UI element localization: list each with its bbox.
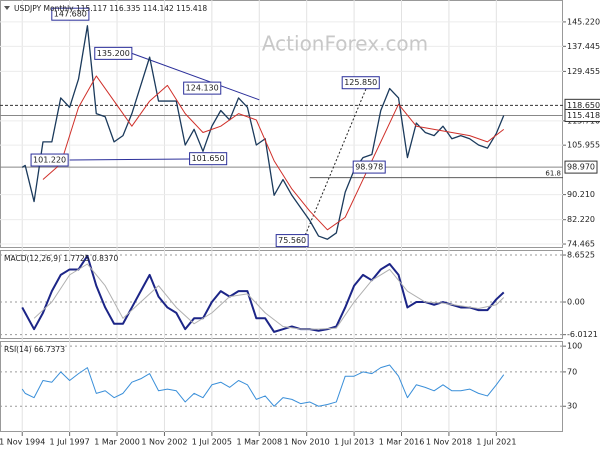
x-tick-label: 1 Nov 1994 <box>0 438 45 447</box>
x-tick-label: 1 Mar 2008 <box>236 438 282 447</box>
level-text: 118.650 <box>567 101 600 110</box>
annotation-box <box>275 234 309 248</box>
x-tick-label: 1 Jul 1997 <box>50 438 90 447</box>
x-tick-label: 1 Nov 2002 <box>141 438 187 447</box>
level-text: 98.970 <box>567 163 595 172</box>
annotation-text: 135.200 <box>97 49 130 58</box>
y-tick-label: 70 <box>567 367 577 376</box>
annotation-text: 124.130 <box>186 84 219 93</box>
trendline <box>301 85 368 243</box>
annotation-text: 125.850 <box>344 78 377 87</box>
x-tick-label: 1 Nov 2018 <box>426 438 472 447</box>
y-tick-label: 129.455 <box>567 67 600 76</box>
annotation-box <box>51 7 90 21</box>
panel-title: USDJPY Monthly 115.117 116.335 114.142 1… <box>14 4 207 13</box>
fib-label: 61.8 <box>545 170 561 178</box>
menu-icon <box>4 6 10 10</box>
y-tick-label: 74.465 <box>567 240 595 249</box>
y-tick-label: 8.6525 <box>567 251 595 260</box>
y-tick-label: -6.0121 <box>567 330 598 339</box>
x-tick-label: 1 Mar 2016 <box>379 438 425 447</box>
annotation-box <box>341 76 380 90</box>
annotation-text: 101.650 <box>192 154 225 163</box>
annotation-box <box>189 152 228 166</box>
y-tick-label: 30 <box>567 402 577 411</box>
y-tick-label: 82.220 <box>567 215 595 224</box>
x-tick-label: 1 Jul 2005 <box>192 438 232 447</box>
series-line <box>21 364 505 407</box>
series-line <box>21 25 505 240</box>
y-tick-label: 137.445 <box>567 42 600 51</box>
y-tick-label: 90.210 <box>567 190 595 199</box>
panel-frame <box>0 341 563 432</box>
panel-frame <box>0 250 563 339</box>
series-line <box>42 75 505 231</box>
series-line <box>33 263 505 330</box>
series-line <box>21 254 505 333</box>
x-tick-label: 1 Jul 2013 <box>334 438 374 447</box>
annotation-text: 98.978 <box>355 163 383 172</box>
y-tick-label: 100 <box>567 342 582 351</box>
annotation-box <box>94 46 133 60</box>
panel-title: MACD(12,26,9) 1.7725 0.8370 <box>4 254 118 263</box>
level-text: 115.418 <box>567 111 600 120</box>
level-box <box>564 108 600 122</box>
annotation-box <box>352 160 386 174</box>
annotation-box <box>183 81 222 95</box>
x-tick-label: 1 Nov 2010 <box>284 438 330 447</box>
y-tick-label: 105.955 <box>567 141 600 150</box>
annotation-text: 75.560 <box>278 236 306 245</box>
y-tick-label: 145.220 <box>567 17 600 26</box>
panel-frame <box>0 0 563 248</box>
y-tick-label: 0.00 <box>567 298 585 307</box>
x-tick-label: 1 Jul 2021 <box>476 438 516 447</box>
trendline <box>131 52 260 101</box>
annotation-text: 101.220 <box>33 156 66 165</box>
level-box <box>564 160 598 174</box>
annotation-box <box>30 153 69 167</box>
panel-title: RSI(14) 66.7373 <box>4 345 65 354</box>
annotation-text: 147.680 <box>54 10 87 19</box>
watermark: ActionForex.com <box>262 32 428 56</box>
x-tick-label: 1 Mar 2000 <box>94 438 140 447</box>
